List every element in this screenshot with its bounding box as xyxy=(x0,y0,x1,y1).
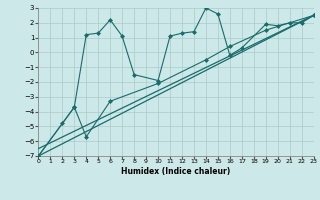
X-axis label: Humidex (Indice chaleur): Humidex (Indice chaleur) xyxy=(121,167,231,176)
